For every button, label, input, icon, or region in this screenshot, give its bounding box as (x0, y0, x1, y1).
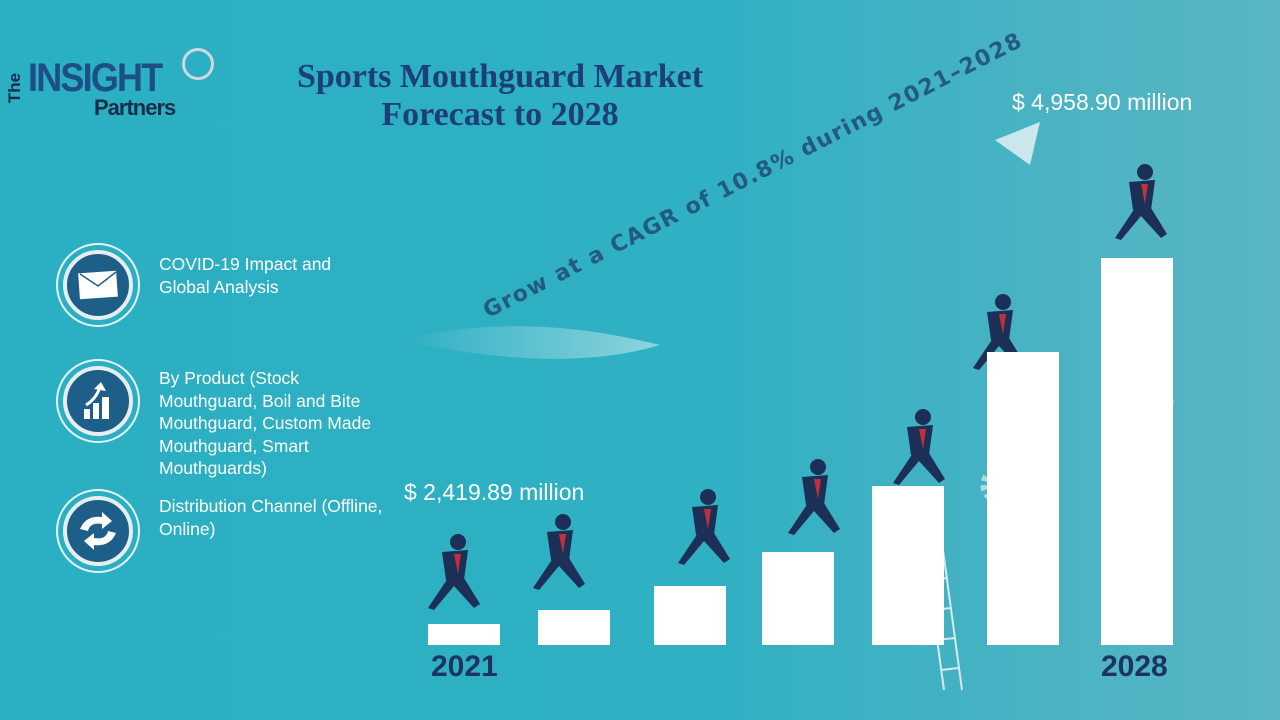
envelope-icon (63, 250, 133, 320)
page-title: Sports Mouthguard Market Forecast to 202… (230, 58, 770, 134)
businessman-figure (428, 534, 480, 610)
end-year: 2028 (1101, 650, 1168, 683)
arrow-head-icon (995, 122, 1040, 165)
step-bar (654, 586, 726, 645)
item-text: By Product (Stock Mouthguard, Boil and B… (159, 368, 372, 478)
businessman-figure (678, 489, 730, 565)
businessman-figure (788, 459, 840, 535)
item-text: Distribution Channel (Offline, Online) (159, 496, 383, 539)
businessman-figure (533, 514, 585, 590)
step-bar (1101, 258, 1173, 645)
step-bar (762, 552, 834, 645)
logo-ring-icon (182, 48, 214, 80)
title-line-2: Forecast to 2028 (381, 96, 619, 133)
exchange-arrows-icon (63, 496, 133, 566)
end-value: $ 4,958.90 million (1012, 89, 1193, 115)
businessman-figure (1115, 164, 1167, 240)
logo-insight: INSIGHT (28, 56, 163, 100)
start-year: 2021 (431, 650, 498, 683)
list-item-covid: COVID-19 Impact and Global Analysis (56, 243, 384, 327)
swoosh-shape (400, 326, 660, 359)
businessman-figure (973, 294, 1025, 370)
list-item-product: By Product (Stock Mouthguard, Boil and B… (56, 359, 384, 480)
step-bar (538, 610, 610, 645)
title-line-1: Sports Mouthguard Market (296, 58, 704, 95)
logo-partners: Partners (94, 95, 176, 120)
businessman-figure (893, 409, 945, 485)
step-bar (428, 624, 500, 645)
item-text: COVID-19 Impact and Global Analysis (159, 254, 332, 297)
growth-chart-icon (63, 366, 133, 436)
step-bar (987, 352, 1059, 645)
start-value: $ 2,419.89 million (404, 479, 585, 505)
step-bar (872, 486, 944, 645)
list-item-distribution: Distribution Channel (Offline, Online) (56, 489, 384, 573)
logo: The INSIGHT Partners (5, 48, 216, 125)
